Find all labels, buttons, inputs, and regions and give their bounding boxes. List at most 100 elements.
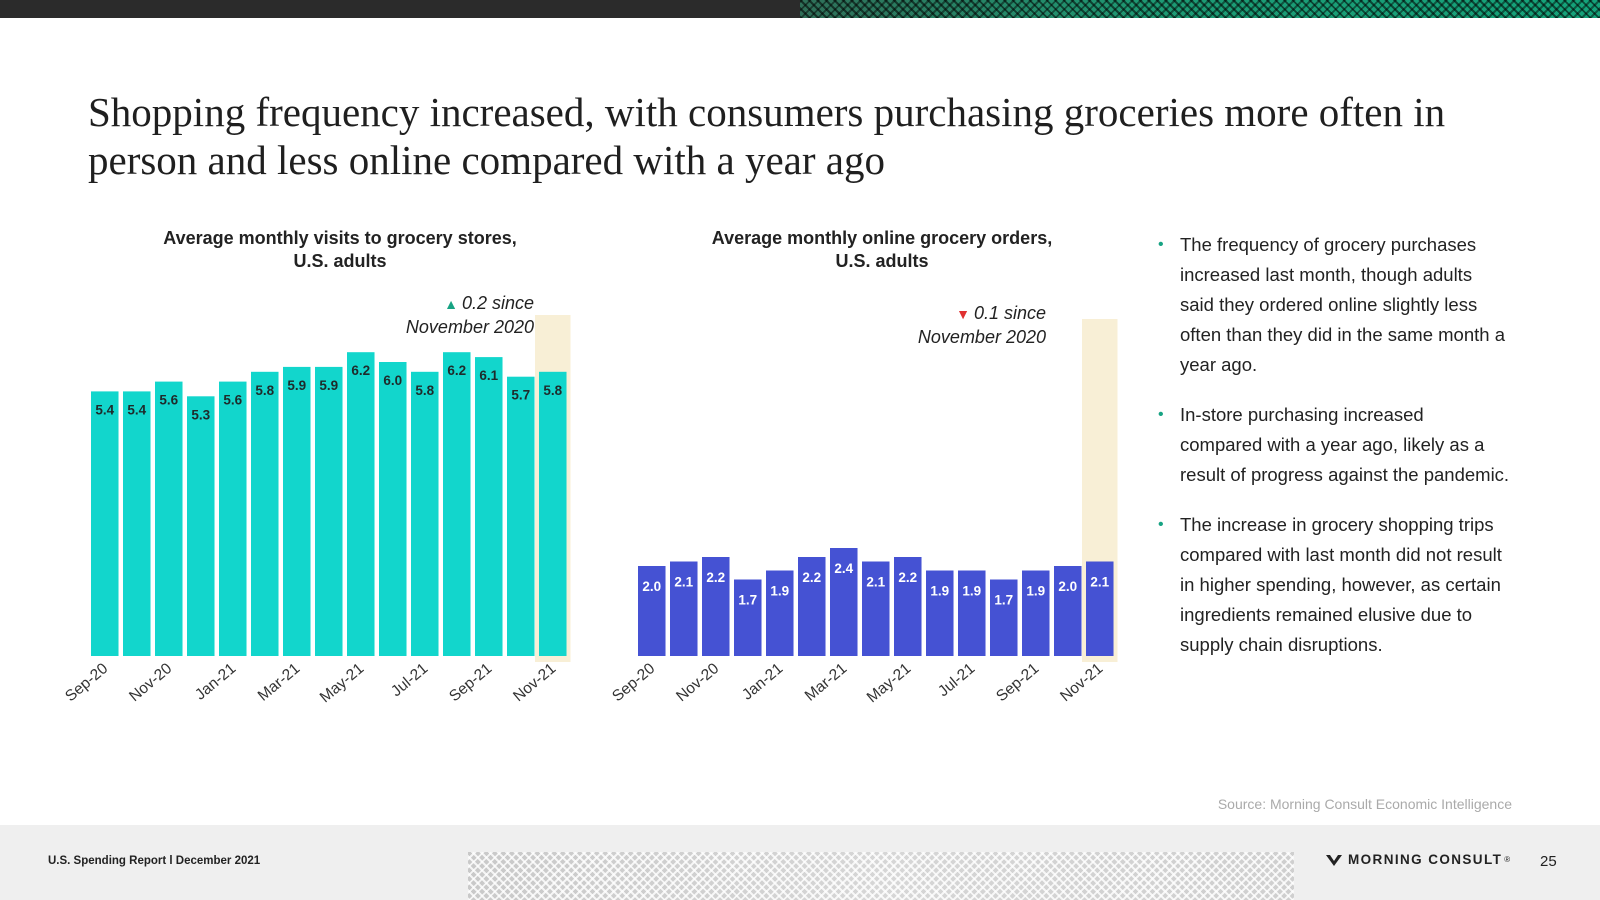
chart-title-stores: Average monthly visits to grocery stores…	[130, 227, 550, 273]
x-tick-label: Mar-21	[255, 660, 304, 705]
bar-jan-21	[219, 381, 247, 656]
x-tick-label: May-21	[864, 660, 915, 706]
bar-dec-20	[187, 396, 215, 656]
bar-apr-21	[315, 366, 343, 656]
x-tick-label: Jul-21	[935, 660, 978, 700]
bar-nov-21	[1086, 561, 1114, 656]
x-tick-label: Nov-21	[1057, 660, 1106, 705]
bar-jul-21	[958, 570, 986, 656]
x-tick-label: Mar-21	[802, 660, 851, 705]
bar-may-21	[347, 352, 375, 656]
footer-report-name: U.S. Spending Report l December 2021	[48, 855, 261, 867]
x-tick-label: May-21	[317, 660, 368, 706]
bar-apr-21	[862, 561, 890, 656]
bullet-dot-icon: •	[1158, 236, 1164, 253]
bar-nov-20	[155, 381, 183, 656]
x-tick-label: Nov-21	[510, 660, 559, 705]
bar-oct-20	[123, 391, 151, 656]
bullet-dot-icon: •	[1158, 406, 1164, 423]
bar-aug-21	[990, 579, 1018, 656]
logo-mark-icon	[1326, 855, 1342, 866]
bar-value-label: 2.4	[834, 561, 853, 576]
bar-value-label: 6.2	[447, 363, 466, 378]
bar-oct-20	[670, 561, 698, 656]
page-number: 25	[1540, 853, 1557, 870]
key-takeaways: • The frequency of grocery purchases incr…	[1158, 230, 1510, 680]
online-annotation-line2: November 2020	[917, 327, 1046, 347]
bullet-item: • The increase in grocery shopping trips …	[1158, 510, 1510, 660]
bar-dec-20	[734, 579, 762, 656]
bar-value-label: 1.9	[930, 584, 949, 599]
bar-sep-21	[475, 357, 503, 656]
bullet-item: • In-store purchasing increased compared …	[1158, 400, 1510, 490]
stores-annotation-line1: 0.2 since	[461, 293, 534, 313]
chart-title-stores-line2: U.S. adults	[293, 251, 387, 271]
bar-sep-20	[91, 391, 119, 656]
bar-value-label: 5.8	[543, 383, 562, 398]
x-tick-label: Sep-20	[62, 660, 112, 705]
bullet-text: The increase in grocery shopping trips c…	[1180, 514, 1502, 655]
stores-annotation: ▲ 0.2 since November 2020	[330, 292, 534, 339]
bar-value-label: 6.2	[351, 363, 370, 378]
bar-value-label: 5.9	[319, 378, 338, 393]
bar-value-label: 2.2	[802, 570, 821, 585]
bar-jun-21	[926, 570, 954, 656]
chart-title-online-line1: Average monthly online grocery orders,	[711, 228, 1053, 248]
logo-trademark: ®	[1504, 855, 1511, 864]
triangle-down-icon: ▼	[956, 306, 970, 322]
bar-oct-21	[507, 376, 535, 656]
bar-sep-21	[1022, 570, 1050, 656]
triangle-up-icon: ▲	[444, 296, 458, 312]
bar-value-label: 5.6	[223, 393, 242, 408]
bar-value-label: 2.2	[706, 570, 725, 585]
chart-title-online: Average monthly online grocery orders, U…	[662, 227, 1102, 273]
bar-value-label: 1.9	[770, 584, 789, 599]
x-tick-label: Sep-21	[446, 660, 495, 705]
bar-nov-21	[539, 371, 567, 656]
bar-value-label: 2.2	[898, 570, 917, 585]
online-annotation: ▼ 0.1 since November 2020	[830, 302, 1046, 349]
bar-value-label: 2.1	[674, 575, 693, 590]
x-tick-label: Jan-21	[739, 660, 786, 703]
bar-feb-21	[798, 557, 826, 656]
bar-value-label: 2.1	[1090, 575, 1109, 590]
logo-text: MORNING CONSULT	[1348, 852, 1503, 867]
bar-jul-21	[411, 371, 439, 656]
bar-value-label: 5.4	[127, 402, 146, 417]
morning-consult-logo: MORNING CONSULT ®	[1326, 852, 1510, 867]
bullet-text: In-store purchasing increased compared w…	[1180, 404, 1510, 485]
chart-title-stores-line1: Average monthly visits to grocery stores…	[163, 228, 517, 248]
chart-title-online-line2: U.S. adults	[835, 251, 929, 271]
bar-value-label: 1.9	[1026, 584, 1045, 599]
bar-value-label: 6.0	[383, 373, 402, 388]
bar-mar-21	[283, 366, 311, 656]
bar-value-label: 2.0	[1058, 579, 1077, 594]
footer-pattern	[468, 852, 1294, 900]
bullet-dot-icon: •	[1158, 516, 1164, 533]
bar-value-label: 2.1	[866, 575, 885, 590]
x-tick-label: Nov-20	[126, 660, 175, 705]
chart-online-grocery-orders: 2.0 2.1 2.2 1.7 1.9 2.2 2.4 2.1 2.2 1.9 1.9 1.7 1.9 2…	[609, 319, 1118, 706]
bar-value-label: 5.7	[511, 388, 530, 403]
bullet-text: The frequency of grocery purchases incre…	[1180, 234, 1505, 375]
bar-may-21	[894, 557, 922, 656]
bar-value-label: 1.7	[994, 593, 1013, 608]
stores-annotation-line2: November 2020	[405, 317, 534, 337]
bar-jun-21	[379, 362, 407, 656]
bar-value-label: 5.8	[415, 383, 434, 398]
bar-value-label: 2.0	[642, 579, 661, 594]
bar-jan-21	[766, 570, 794, 656]
x-tick-label: Nov-20	[673, 660, 722, 705]
bar-oct-21	[1054, 566, 1082, 656]
bar-value-label: 6.1	[479, 368, 498, 383]
bar-value-label: 5.6	[159, 393, 178, 408]
bar-mar-21	[830, 548, 858, 656]
bar-value-label: 5.9	[287, 378, 306, 393]
bullet-item: • The frequency of grocery purchases incr…	[1158, 230, 1510, 380]
bar-nov-20	[702, 557, 730, 656]
bar-value-label: 1.7	[738, 593, 757, 608]
x-tick-label: Jan-21	[192, 660, 239, 703]
bar-sep-20	[638, 566, 666, 656]
chart-grocery-store-visits: 5.4 5.4 5.6 5.3 5.6 5.8 5.9 5.9 6.2 6.0 5.8 6.2 6.1 5…	[62, 315, 571, 706]
source-note: Source: Morning Consult Economic Intelli…	[1217, 796, 1512, 812]
